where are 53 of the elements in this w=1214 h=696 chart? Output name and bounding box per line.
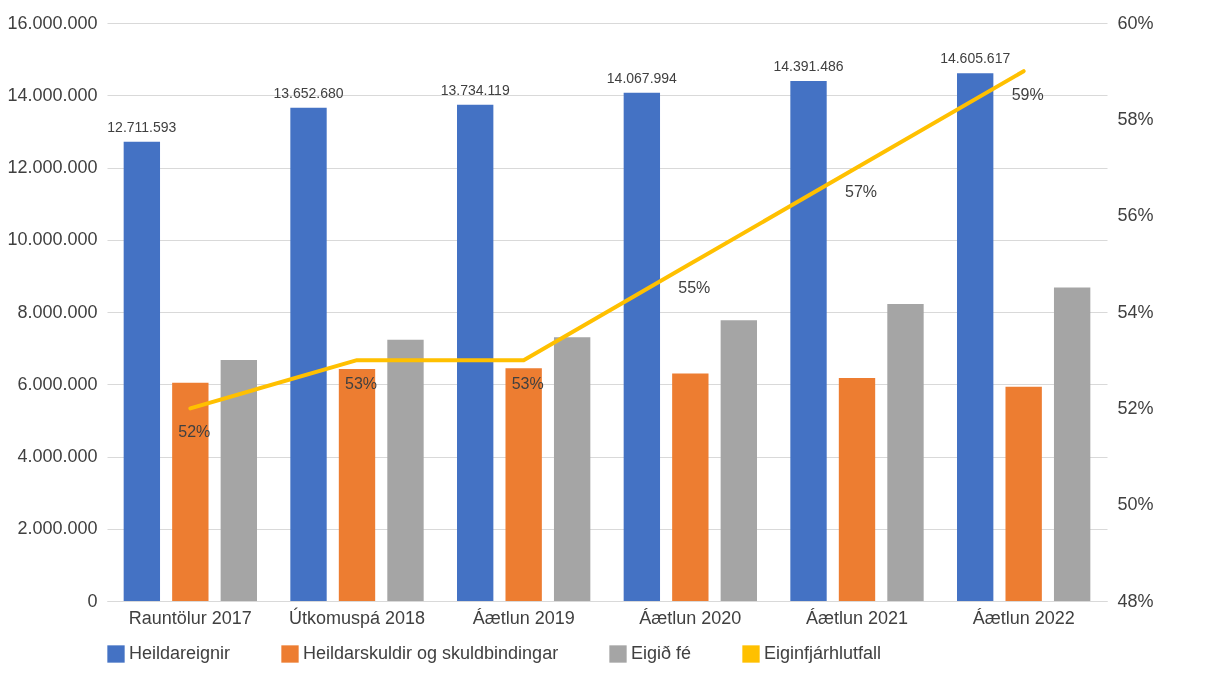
y-tick-label: 6.000.000 — [17, 373, 98, 394]
y2-tick-label: 58% — [1117, 108, 1154, 129]
data-label: 12.711.593 — [107, 118, 177, 135]
legend-label: Eiginfjárhlutfall — [764, 643, 882, 663]
data-label: 13.734.119 — [440, 81, 510, 98]
y2-tick-label: 48% — [1117, 590, 1154, 611]
legend-label: Heildarskuldir og skuldbindingar — [303, 643, 559, 663]
data-label: 59% — [1011, 86, 1044, 104]
x-tick-label: Áætlun 2021 — [805, 607, 909, 628]
data-label: 13.652.680 — [273, 84, 344, 101]
bar — [790, 81, 827, 601]
bar — [387, 339, 424, 601]
y-tick-label: 2.000.000 — [17, 518, 98, 539]
x-tick-label: Útkomuspá 2018 — [288, 606, 426, 628]
bar — [457, 104, 494, 601]
bar — [220, 360, 257, 601]
y2-tick-label: 52% — [1117, 397, 1154, 418]
data-label: 57% — [844, 182, 878, 200]
data-label: 14.067.994 — [606, 69, 678, 86]
bar — [1005, 386, 1042, 601]
y2-tick-label: 56% — [1117, 205, 1154, 226]
y-tick-label: 14.000.000 — [7, 84, 98, 105]
data-label: 14.605.617 — [940, 50, 1011, 67]
bar — [505, 368, 542, 601]
y-tick-label: 0 — [87, 590, 98, 611]
y-tick-label: 4.000.000 — [17, 446, 98, 466]
bar — [553, 337, 591, 601]
bar — [338, 369, 376, 601]
x-tick-label: Áætlun 2022 — [972, 607, 1075, 628]
x-tick-label: Áætlun 2020 — [639, 607, 742, 628]
y2-tick-label: 54% — [1117, 301, 1154, 322]
legend-label: Heildareignir — [129, 643, 231, 663]
data-label: 55% — [678, 278, 711, 296]
y-tick-label: 10.000.000 — [7, 229, 98, 250]
x-tick-label: Áætlun 2019 — [472, 607, 575, 628]
y-tick-label: 16.000.000 — [7, 12, 98, 33]
legend-label: Eigið fé — [631, 643, 692, 663]
bar — [957, 73, 994, 601]
bar — [887, 304, 924, 601]
y-tick-label: 8.000.000 — [17, 301, 98, 322]
bar — [290, 107, 327, 601]
y2-tick-label: 60% — [1117, 12, 1154, 33]
bar — [1053, 287, 1091, 601]
bar — [672, 373, 709, 601]
y-tick-label: 12.000.000 — [7, 157, 98, 177]
data-label: 14.391.486 — [773, 58, 844, 75]
bar — [623, 92, 661, 601]
x-tick-label: Rauntölur 2017 — [128, 607, 252, 628]
y2-tick-label: 50% — [1117, 494, 1154, 515]
bar — [720, 320, 757, 601]
bar — [123, 141, 161, 601]
bar — [838, 378, 876, 601]
bar — [172, 382, 209, 601]
